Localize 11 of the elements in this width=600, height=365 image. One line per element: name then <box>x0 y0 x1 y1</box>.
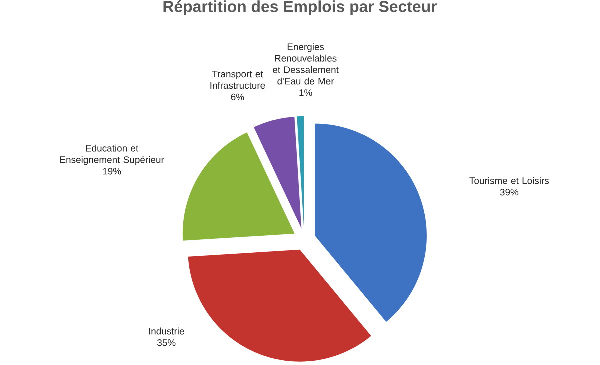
data-label: 19% <box>103 168 122 175</box>
chart-title: Répartition des Emplois par Secteur <box>164 0 438 16</box>
slice-label: Transport et Infrastructure <box>210 71 266 90</box>
data-label: 6% <box>231 94 244 101</box>
slice-label: Tourisme et Loisirs <box>470 177 550 184</box>
slice-label: Education et Enseignement Supérieur <box>60 144 164 166</box>
data-label: 1% <box>300 90 312 96</box>
slice-label: Industrie <box>149 328 184 335</box>
data-label: 35% <box>158 340 176 346</box>
data-label: 39% <box>500 189 519 196</box>
slice-label: Energies Renouvelables et Dessalement d'Eau de Mer <box>273 43 339 85</box>
